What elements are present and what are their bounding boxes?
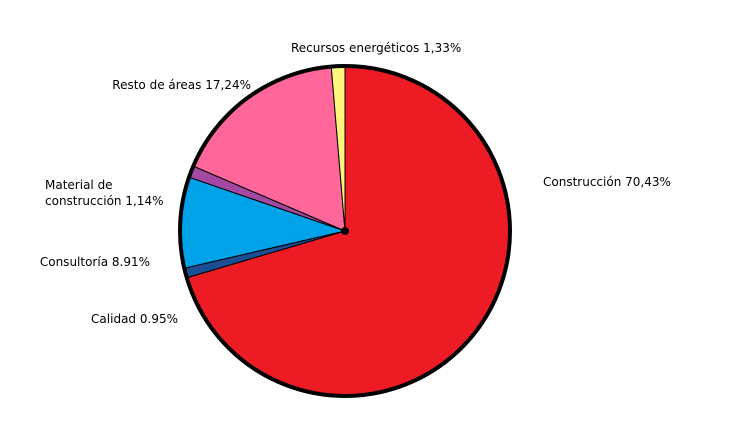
slice-label: Consultoría 8.91% — [40, 254, 150, 270]
value-label: 0.95% — [139, 312, 178, 326]
slice-label: Calidad 0.95% — [91, 311, 178, 327]
category-label: Calidad — [91, 312, 137, 326]
value-label: 1,33% — [423, 41, 462, 55]
value-label: 17,24% — [205, 78, 251, 92]
category-label: Recursos energéticos — [291, 41, 420, 55]
category-label: Material de construcción — [45, 178, 122, 208]
category-label: Consultoría — [39, 255, 109, 269]
slice-label: Recursos energéticos 1,33% — [291, 40, 461, 56]
value-label: 1,14% — [125, 194, 164, 208]
category-label: Construcción — [543, 175, 622, 189]
slice-label: Material de construcción 1,14% — [45, 177, 170, 209]
value-label: 8.91% — [111, 255, 150, 269]
value-label: 70,43% — [625, 175, 671, 189]
slice-label: Construcción 70,43% — [543, 174, 671, 190]
pie-outline — [178, 64, 512, 398]
pie-center — [341, 227, 349, 235]
category-label: Resto de áreas — [112, 78, 202, 92]
slice-label: Resto de áreas 17,24% — [112, 77, 251, 93]
